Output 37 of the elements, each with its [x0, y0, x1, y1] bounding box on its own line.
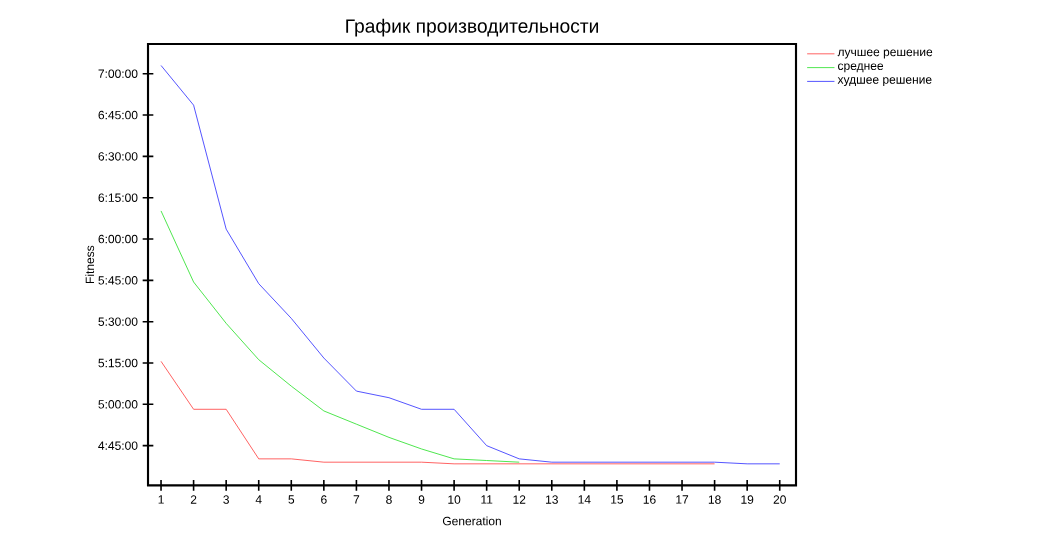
x-tick-label: 18 — [708, 495, 721, 504]
x-tick-label: 11 — [481, 495, 493, 504]
legend-label: среднее — [838, 63, 884, 73]
x-tick-label: 12 — [513, 495, 526, 504]
x-tick-label: 10 — [448, 495, 461, 504]
x-tick-label: 8 — [386, 495, 392, 504]
y-axis-title: Fitness — [85, 245, 95, 284]
y-tick-label: 5:30:00 — [98, 317, 138, 326]
y-tick-label: 6:15:00 — [98, 193, 138, 202]
legend-label: худшее решение — [837, 77, 932, 87]
x-tick-label: 19 — [741, 495, 754, 504]
chart-title: График производительности — [346, 18, 598, 37]
y-tick-label: 7:00:00 — [98, 69, 138, 78]
x-tick-label: 20 — [773, 495, 786, 504]
x-tick-label: 2 — [190, 495, 197, 504]
y-tick-label: 6:30:00 — [98, 152, 138, 161]
x-tick-label: 9 — [418, 495, 425, 504]
line-series — [160, 210, 520, 463]
x-tick-label: 14 — [578, 495, 591, 504]
y-tick-label: 5:00:00 — [98, 400, 138, 409]
x-tick-label: 4 — [255, 495, 262, 504]
x-tick-label: 5 — [288, 495, 295, 504]
x-tick-label: 1 — [158, 495, 164, 504]
y-tick-label: 5:45:00 — [98, 276, 138, 285]
y-tick-label: 4:45:00 — [98, 441, 138, 450]
x-tick-label: 7 — [353, 495, 360, 504]
x-tick-label: 3 — [223, 495, 229, 504]
legend-label: лучшее решение — [837, 49, 933, 59]
x-tick-label: 16 — [643, 495, 656, 504]
x-axis-title: Generation — [442, 516, 501, 526]
x-tick-label: 6 — [321, 495, 327, 504]
y-tick-label: 6:45:00 — [98, 110, 138, 120]
x-tick-label: 13 — [546, 495, 558, 504]
y-tick-label: 5:15:00 — [98, 358, 138, 368]
y-tick-label: 6:00:00 — [98, 234, 138, 244]
x-tick-label: 15 — [611, 495, 624, 504]
x-tick-label: 17 — [676, 495, 689, 504]
